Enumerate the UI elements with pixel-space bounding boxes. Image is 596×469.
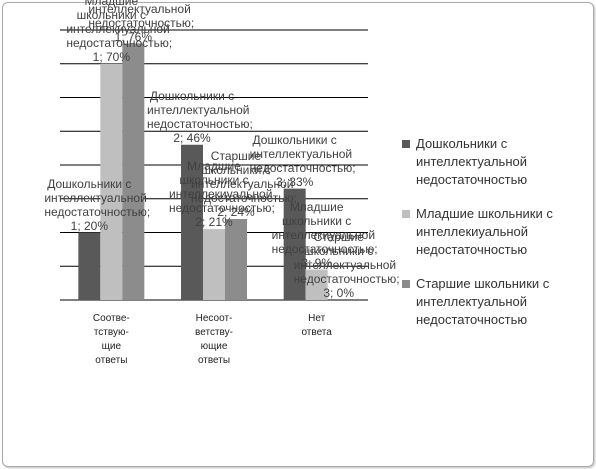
data-label: Старшие школьники с интеллектуальной нед… <box>88 0 195 44</box>
bar <box>78 232 101 300</box>
bar <box>225 219 247 300</box>
bar <box>122 43 145 300</box>
data-label: Старшие школьники с интеллектуальной нед… <box>191 149 297 219</box>
data-label: Младшие школьники с интеллекиуальной нед… <box>169 159 275 230</box>
data-label: Дошкольники с интеллектуальной недостато… <box>249 132 356 189</box>
legend-label: Дошкольники с интеллектуальной недостато… <box>416 136 528 187</box>
legend-item: Младшие школьники с интеллекиуальной нед… <box>402 205 582 259</box>
data-label: Старшие школьники с интеллектуальной нед… <box>293 230 400 300</box>
legend-item: Старшие школьники с интеллектуальной нед… <box>402 275 582 329</box>
legend-item: Дошкольники с интеллектуальной недостато… <box>402 135 582 189</box>
data-label: Дошкольники с интеллектуальной недостато… <box>44 176 151 233</box>
legend-swatch <box>402 140 410 148</box>
legend-swatch <box>402 210 410 218</box>
data-label: Младшие школьники с интеллекиуальной нед… <box>271 199 378 270</box>
data-label: Дошкольники с интеллектуальной недостато… <box>147 88 253 145</box>
bar <box>100 63 123 300</box>
data-label: Младшие школьники с интеллекиуальной нед… <box>66 0 173 64</box>
legend-label: Младшие школьники с интеллекиуальной нед… <box>416 206 553 257</box>
legend-swatch <box>402 280 410 288</box>
bar <box>181 144 203 300</box>
x-tick-label: Соотве- тствую- щие ответы <box>92 313 130 366</box>
x-tick-label: Нет ответа <box>301 313 332 338</box>
bar <box>283 188 306 300</box>
legend-label: Старшие школьники с интеллектуальной нед… <box>416 276 550 327</box>
bar <box>305 269 328 300</box>
x-tick-label: Несоот- ветству- ющие ответы <box>195 313 233 366</box>
bar <box>203 229 225 300</box>
